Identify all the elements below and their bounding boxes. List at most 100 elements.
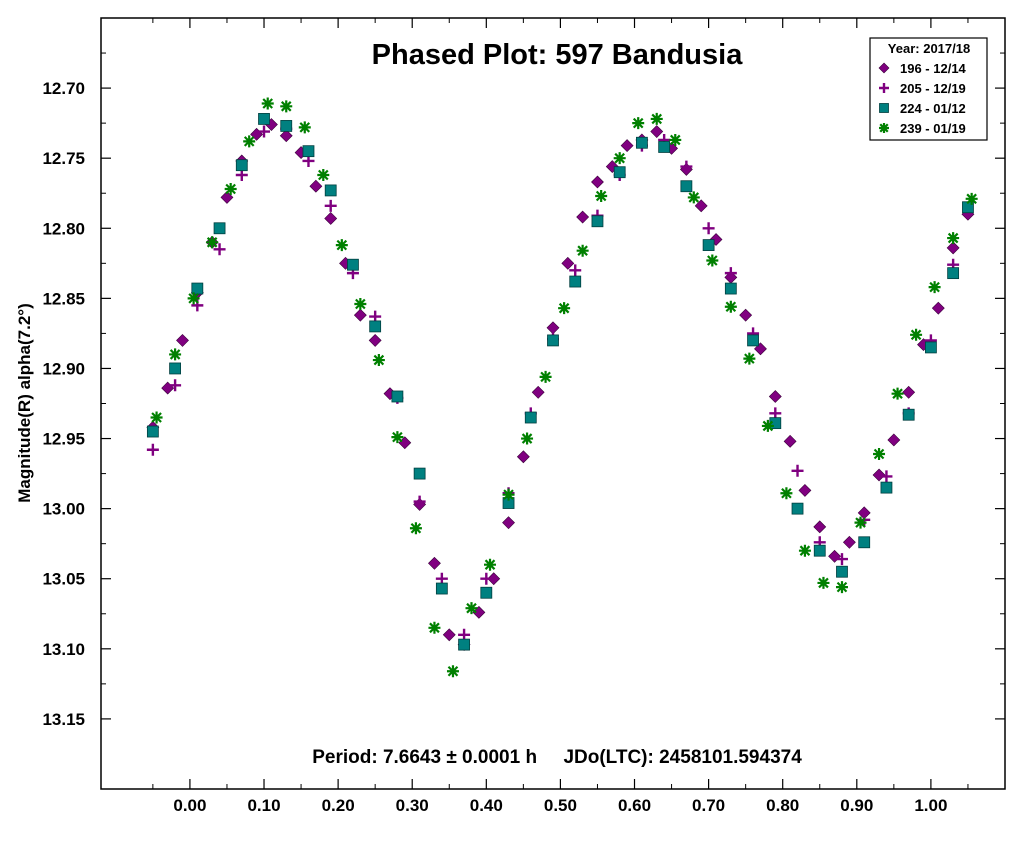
x-tick-label: 0.00 (173, 796, 206, 815)
data-point (836, 565, 848, 578)
data-point (965, 192, 978, 205)
y-tick-label: 12.85 (42, 289, 85, 308)
data-point (591, 215, 604, 228)
data-point (213, 222, 226, 235)
data-point (880, 481, 893, 494)
data-point (187, 292, 200, 305)
data-point (428, 556, 441, 570)
legend-entry-label: 196 - 12/14 (900, 61, 967, 76)
data-point (928, 281, 941, 294)
y-tick-label: 12.75 (42, 149, 85, 168)
data-point (724, 267, 737, 280)
x-tick-label: 0.70 (692, 796, 725, 815)
data-point (576, 244, 589, 257)
data-point (910, 328, 923, 341)
data-point (458, 638, 470, 651)
data-point (887, 433, 901, 447)
y-tick-label: 13.15 (42, 710, 85, 729)
data-point (669, 133, 682, 146)
data-point (206, 236, 219, 249)
data-point (347, 258, 359, 271)
legend-box (869, 37, 988, 141)
data-point (516, 450, 530, 464)
data-point (636, 136, 648, 149)
data-point (595, 190, 608, 203)
data-point (650, 112, 663, 125)
legend-entry-label: 205 - 12/19 (900, 81, 966, 96)
legend: Year: 2017/18 196 - 12/14 205 - 12/19 224 … (869, 37, 988, 141)
data-point (480, 572, 493, 585)
data-point (521, 432, 534, 445)
y-axis-label: Magnitude(R) alpha(7.2°) (15, 303, 34, 502)
data-point (176, 333, 189, 347)
data-point (902, 385, 916, 399)
data-point (235, 159, 248, 172)
data-point (791, 464, 804, 477)
legend-entry-label: 224 - 01/12 (900, 101, 966, 116)
data-point (298, 121, 311, 134)
x-tick-label: 0.40 (470, 796, 503, 815)
data-point (650, 125, 664, 138)
data-point (369, 320, 382, 333)
data-point (487, 572, 501, 586)
data-point (780, 487, 793, 500)
data-point (524, 411, 537, 424)
data-point (947, 267, 960, 280)
data-point (213, 243, 226, 256)
data-point (931, 301, 945, 315)
legend-marker (879, 123, 889, 133)
data-point (243, 135, 256, 148)
legend-entry-label: 239 - 01/19 (900, 121, 966, 136)
x-tick-label: 0.10 (247, 796, 280, 815)
data-point (798, 483, 812, 497)
data-point (413, 495, 426, 508)
data-point (561, 256, 575, 270)
series-3 (150, 97, 978, 678)
data-point (280, 100, 293, 113)
data-point (702, 222, 715, 235)
data-point (687, 191, 700, 204)
legend-marker (879, 83, 889, 93)
data-point (558, 302, 571, 315)
data-point (813, 544, 826, 557)
y-tick-label: 12.90 (42, 359, 85, 378)
data-point (353, 308, 367, 322)
data-point (835, 581, 848, 594)
data-point (317, 169, 330, 182)
data-point (694, 199, 708, 213)
data-point (709, 233, 723, 246)
legend-marker (879, 103, 889, 113)
data-point (798, 544, 811, 557)
data-point (902, 408, 915, 421)
x-axis: 0.00 0.10 0.20 0.30 0.40 0.50 0.60 0.70 0.80 0.90… (152, 18, 969, 815)
data-point (146, 425, 159, 438)
data-point (632, 117, 645, 130)
x-tick-label: 0.60 (618, 796, 651, 815)
x-tick-label: 0.50 (544, 796, 577, 815)
data-point (484, 558, 497, 571)
data-point (873, 447, 886, 460)
data-point (398, 436, 412, 450)
data-point (842, 535, 856, 549)
data-point (724, 300, 737, 313)
series-2 (146, 113, 974, 651)
data-point (502, 488, 515, 501)
data-point (761, 419, 774, 432)
data-point (224, 183, 237, 196)
data-point (591, 175, 604, 189)
data-point (743, 352, 756, 365)
data-point (324, 184, 337, 197)
data-point (783, 434, 797, 448)
data-point (258, 113, 270, 125)
y-tick-label: 12.70 (42, 79, 85, 98)
data-point (391, 390, 404, 403)
data-point (161, 381, 175, 395)
data-point (169, 362, 181, 375)
x-tick-label: 0.30 (396, 796, 429, 815)
x-tick-label: 0.20 (322, 796, 355, 815)
y-tick-label: 13.00 (42, 500, 85, 519)
series-0 (146, 118, 975, 652)
data-points (146, 97, 978, 678)
data-point (925, 341, 937, 354)
